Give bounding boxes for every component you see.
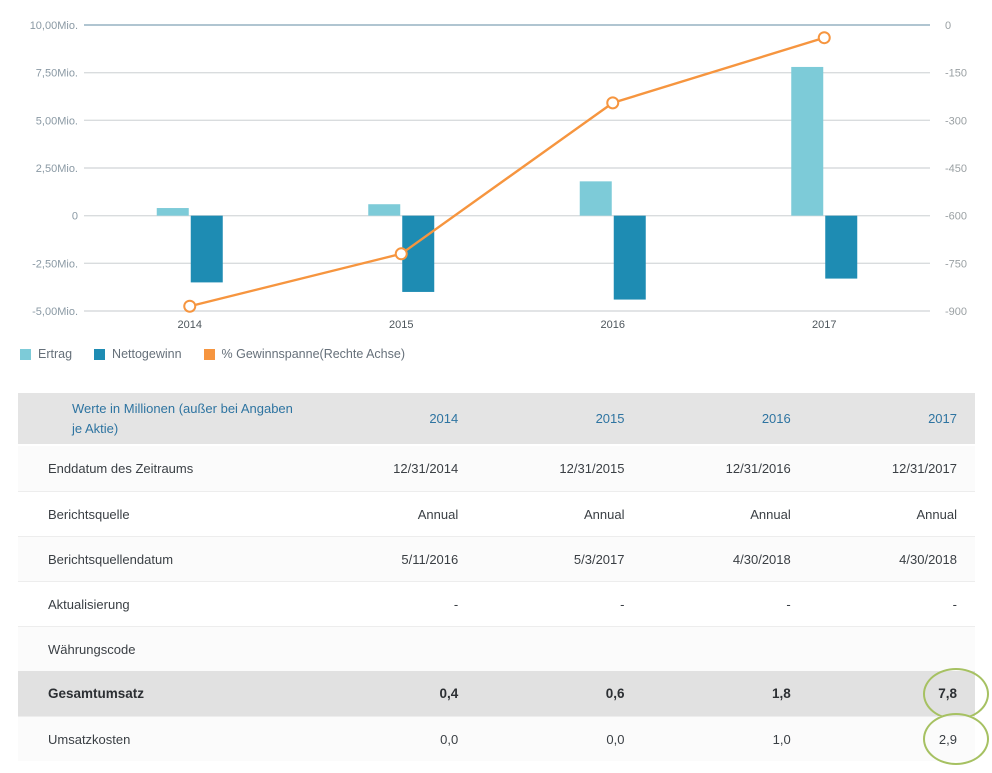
cell-value: 7,8 [809,667,989,720]
line-point-2015[interactable] [394,247,408,261]
row-label: Enddatum des Zeitraums [48,461,194,476]
cell-value: Annual [916,506,957,522]
row-label: Berichtsquelle [48,506,130,522]
row-label: Währungscode [48,641,136,657]
table-header-year: 2014 [429,411,459,426]
left-axis-tick-label: -2,50Mio. [32,258,78,270]
row-label: Umsatzkosten [48,731,131,747]
bar-ertrag-2017[interactable] [791,66,824,216]
line-point-2017[interactable] [817,31,831,45]
table-header-year: 2016 [761,411,791,426]
line-point-2016[interactable] [606,96,620,110]
cell-value: 0,6 [605,686,625,701]
x-axis-label: 2015 [389,319,413,331]
legend-swatch-icon [94,348,106,360]
legend-label: Nettogewinn [112,347,182,361]
highlight-circle [923,667,989,720]
bar-nettogewinn-2014[interactable] [190,215,223,283]
highlight-circle [923,713,989,765]
left-axis-tick-label: 10,00Mio. [30,20,78,32]
bar-ertrag-2014[interactable] [156,208,189,216]
legend-swatch-icon [203,348,215,360]
bar-nettogewinn-2016[interactable] [613,215,646,300]
right-axis-tick-label: 0 [945,20,951,32]
table-row-enddatum-des-zeitraums: Enddatum des Zeitraums 12/31/2014 12/31/20… [18,446,975,491]
table-row-aktualisierung: Aktualisierung - - - - [18,581,975,626]
cell-value: - [620,596,625,612]
cell-value: 0,0 [606,731,625,747]
table-header-label: Werte in Millionen (außer bei Angaben je… [72,401,293,436]
bar-nettogewinn-2017[interactable] [825,215,858,279]
cell-value: 4/30/2018 [899,551,957,567]
cell-value: 1,8 [771,686,791,701]
right-axis-tick-label: -150 [945,68,967,80]
cell-value: 0,0 [440,731,459,747]
legend-label: % Gewinnspanne(Rechte Achse) [221,347,405,361]
x-axis-label: 2014 [178,319,202,331]
cell-value: 12/31/2017 [891,461,957,476]
table-header-year: 2015 [595,411,625,426]
x-axis-label: 2017 [812,319,836,331]
cell-value: 12/31/2015 [559,461,625,476]
legend-item-ertrag[interactable]: Ertrag [20,347,72,361]
table-body: Enddatum des Zeitraums 12/31/2014 12/31/20… [18,446,989,765]
profit-margin-line [189,36,825,308]
cell-value: Annual [584,506,625,522]
table-row-berichtsquelle: Berichtsquelle Annual Annual Annual Annual [18,491,975,536]
table-header-year: 2017 [928,411,957,426]
right-axis-tick-label: -600 [945,211,967,223]
right-axis-tick-label: -900 [945,306,967,318]
financials-table: Werte in Millionen (außer bei Angaben je… [18,393,989,765]
combo-chart: 10,00Mio. 0 7,50Mio. -150 5,00Mio. -300 2,50Mi… [30,20,967,331]
table-row-gesamtumsatz: Gesamtumsatz 0,4 0,6 1,8 7,8 [18,667,989,720]
line-point-2014[interactable] [183,299,197,313]
left-axis-tick-label: 0 [72,211,78,223]
chart-legend: Ertrag Nettogewinn % Gewinnspanne(Rechte A… [20,345,992,363]
bar-ertrag-2016[interactable] [579,181,612,216]
cell-value: 2,9 [809,713,989,765]
row-label: Gesamtumsatz [48,686,145,701]
cell-value: Annual [417,506,459,522]
left-axis-tick-label: 2,50Mio. [36,163,78,175]
left-axis-tick-label: 5,00Mio. [36,115,78,127]
cell-value: 12/31/2014 [393,461,459,476]
cell-value: 5/3/2017 [573,551,625,567]
table-row-umsatzkosten: Umsatzkosten 0,0 0,0 1,0 2,9 [18,713,989,765]
legend-item-nettogewinn[interactable]: Nettogewinn [94,347,182,361]
cell-value: 4/30/2018 [732,551,791,567]
table-row-berichtsquellendatum: Berichtsquellendatum 5/11/2016 5/3/2017 4/3… [18,536,975,581]
right-axis-tick-label: -450 [945,163,967,175]
row-label: Berichtsquellendatum [48,551,174,567]
left-axis-tick-label: 7,50Mio. [36,68,78,80]
bar-ertrag-2015[interactable] [368,204,401,216]
cell-value: - [786,596,791,612]
cell-value: 5/11/2016 [401,551,459,567]
cell-value: 12/31/2016 [725,461,791,476]
cell-value: Annual [750,506,791,522]
legend-swatch-icon [20,348,31,360]
left-axis-tick-label: -5,00Mio. [32,306,78,318]
legend-label: Ertrag [38,347,73,361]
legend-item--gewinnspanne-rechte-achse-[interactable]: % Gewinnspanne(Rechte Achse) [203,347,405,361]
cell-value: - [952,596,957,612]
right-axis-tick-label: -300 [945,115,967,127]
table-row-w-hrungscode: Währungscode [18,626,975,671]
right-axis-tick-label: -750 [945,258,967,270]
cell-value: 0,4 [439,686,459,701]
cell-value: 1,0 [772,731,791,747]
table-header-row: Werte in Millionen (außer bei Angaben je… [18,393,975,446]
row-label: Aktualisierung [48,596,130,612]
x-axis-label: 2016 [601,319,625,331]
cell-value: - [453,596,459,612]
